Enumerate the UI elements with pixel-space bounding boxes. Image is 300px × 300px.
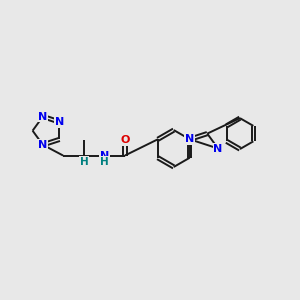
Text: N: N — [100, 151, 109, 160]
Text: O: O — [120, 135, 130, 145]
Text: N: N — [38, 140, 47, 150]
Text: N: N — [185, 134, 194, 144]
Text: N: N — [38, 112, 47, 122]
Text: H: H — [100, 157, 109, 167]
Text: N: N — [214, 143, 223, 154]
Text: N: N — [55, 117, 64, 127]
Text: H: H — [80, 157, 88, 167]
